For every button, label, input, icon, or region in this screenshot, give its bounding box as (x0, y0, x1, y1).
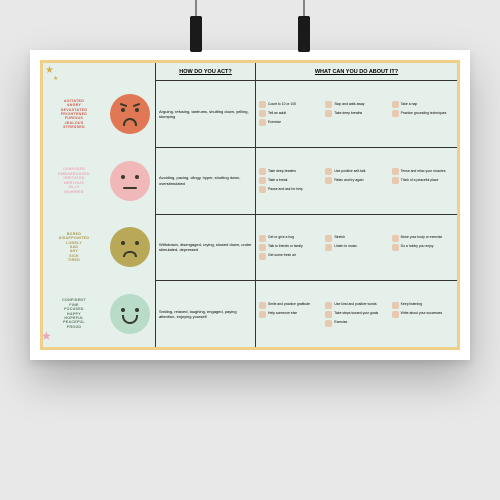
tip-item: Tell an adult (259, 110, 321, 117)
tip-item: Use positive self-talk (325, 168, 387, 175)
tip-item: Count to 10 or 100 (259, 101, 321, 108)
tip-item (392, 320, 454, 327)
face-red (105, 81, 155, 148)
tip-item (392, 253, 454, 260)
emotion-words-red: AGITATEDANGRYDEVASTATEDFRIGHTENEDFURIOUS… (43, 81, 105, 148)
tip-icon (325, 177, 332, 184)
face-pink (105, 148, 155, 215)
tip-item (325, 253, 387, 260)
tip-item: Pause and ask for help (259, 186, 321, 193)
tip-icon (392, 177, 399, 184)
act-text-red: Arguing, refusing, tantrums, shutting do… (156, 81, 255, 148)
tip-icon (325, 320, 332, 327)
tip-icon (259, 168, 266, 175)
tip-icon (392, 168, 399, 175)
tip-icon (325, 168, 332, 175)
tip-item: Do a hobby you enjoy (392, 244, 454, 251)
tip-item: Think of a peaceful place (392, 177, 454, 184)
tip-item: Take steps toward your goals (325, 311, 387, 318)
tip-icon (392, 101, 399, 108)
tip-item: Take a nap (392, 101, 454, 108)
tip-icon (325, 302, 332, 309)
binder-clip-right (298, 16, 310, 52)
tip-item (325, 119, 387, 126)
tip-item: Exercise (259, 119, 321, 126)
tip-item: Smile and practice gratitude (259, 302, 321, 309)
act-text-pink: Avoiding, pacing, clingy, hyper, shuttin… (156, 148, 255, 215)
tip-icon (259, 119, 266, 126)
header-do: WHAT CAN YOU DO ABOUT IT? (256, 63, 457, 81)
tip-item: Take deep breaths (259, 168, 321, 175)
face-green (105, 281, 155, 348)
tip-item: Get some fresh air (259, 253, 321, 260)
tip-icon (325, 235, 332, 242)
column-faces (105, 63, 155, 347)
tip-item: Listen to music (325, 244, 387, 251)
tip-icon (325, 110, 332, 117)
tips-green: Smile and practice gratitude Use kind and… (256, 281, 457, 347)
tip-item (259, 320, 321, 327)
tip-icon (392, 244, 399, 251)
emotion-words-green: CONFIDENTFINEFOCUSEDHAPPYHOPEFULPEACEFUL… (43, 281, 105, 348)
column-what-do: WHAT CAN YOU DO ABOUT IT? Count to 10 or… (255, 63, 457, 347)
tip-icon (259, 186, 266, 193)
poster-frame: ★ ★ ★ AGITATEDANGRYDEVASTATEDFRIGHTENEDF… (30, 50, 470, 360)
tip-item (392, 186, 454, 193)
emotion-words-olive: BOREDDISAPPOINTEDLONELYSADSHYSICKTIRED (43, 214, 105, 281)
tip-item: Exercise (325, 320, 387, 327)
tip-icon (259, 177, 266, 184)
column-how-act: HOW DO YOU ACT? Arguing, refusing, tantr… (155, 63, 255, 347)
tip-item: Keep listening (392, 302, 454, 309)
tip-icon (259, 302, 266, 309)
tip-item: Stop and walk away (325, 101, 387, 108)
tip-item: Write about your successes (392, 311, 454, 318)
column-emotion-words: AGITATEDANGRYDEVASTATEDFRIGHTENEDFURIOUS… (43, 63, 105, 347)
tips-pink: Take deep breaths Use positive self-talk T… (256, 148, 457, 215)
tips-red: Count to 10 or 100 Stop and walk away Take… (256, 81, 457, 148)
tip-item: Tense and relax your muscles (392, 168, 454, 175)
tip-icon (325, 244, 332, 251)
tip-icon (392, 110, 399, 117)
tip-item: Talk to friends or family (259, 244, 321, 251)
tip-icon (392, 235, 399, 242)
tip-icon (325, 101, 332, 108)
act-text-green: Smiling, relaxed, laughing, engaged, pay… (156, 281, 255, 347)
tip-icon (259, 244, 266, 251)
header-act: HOW DO YOU ACT? (156, 63, 255, 81)
tip-icon (259, 110, 266, 117)
tip-icon (259, 235, 266, 242)
tip-item: Take deep breaths (325, 110, 387, 117)
binder-clip-left (190, 16, 202, 52)
tip-icon (259, 311, 266, 318)
face-olive (105, 214, 155, 281)
tip-item: Move your body or exercise (392, 235, 454, 242)
tip-item: Use kind and positive words (325, 302, 387, 309)
tip-icon (392, 311, 399, 318)
act-text-olive: Withdrawn, disengaged, crying, slowed do… (156, 215, 255, 282)
tips-olive: Get or give a hug Stretch Move your body o… (256, 215, 457, 282)
tip-item (325, 186, 387, 193)
tip-icon (259, 253, 266, 260)
emotions-poster: ★ ★ ★ AGITATEDANGRYDEVASTATEDFRIGHTENEDF… (40, 60, 460, 350)
tip-item: Relax and try again (325, 177, 387, 184)
emotion-words-pink: CONFUSEDEMBARRASSEDIRRITATEDNERVOUSSILLY… (43, 148, 105, 215)
tip-item: Help someone else (259, 311, 321, 318)
tip-item: Stretch (325, 235, 387, 242)
tip-item: Take a break (259, 177, 321, 184)
tip-item: Get or give a hug (259, 235, 321, 242)
tip-item (392, 119, 454, 126)
tip-icon (325, 311, 332, 318)
tip-icon (259, 101, 266, 108)
tip-icon (392, 302, 399, 309)
tip-item: Practice grounding techniques (392, 110, 454, 117)
